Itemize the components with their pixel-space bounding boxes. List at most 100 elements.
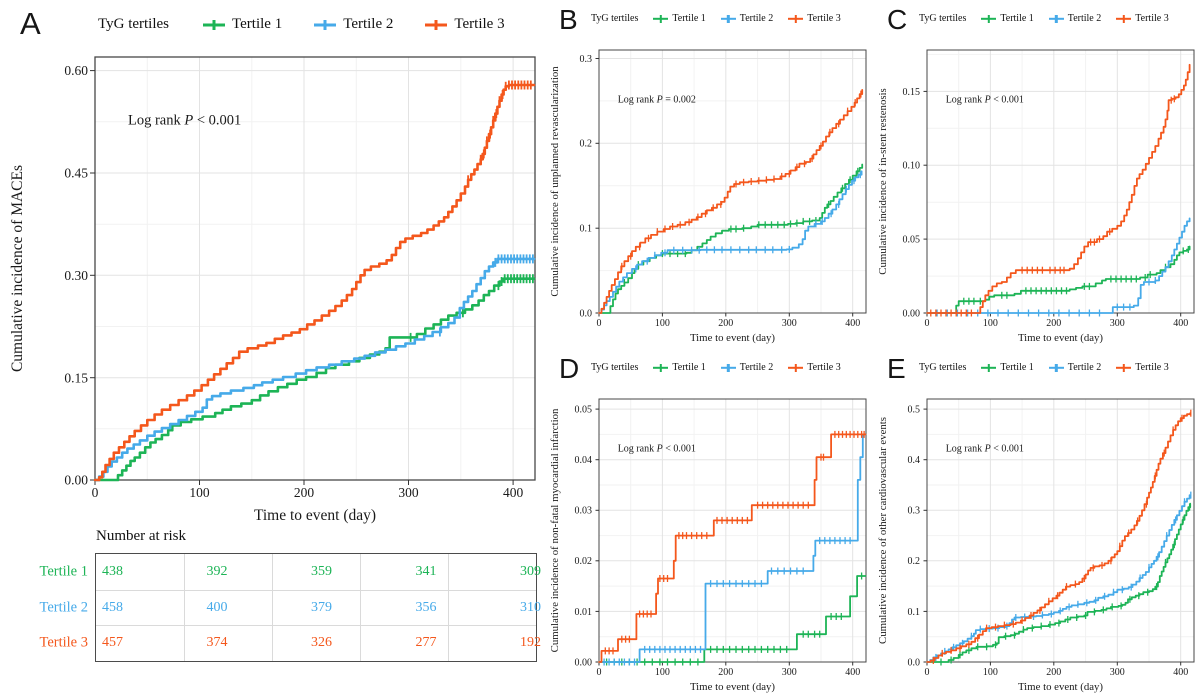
risk-table-value: 457 xyxy=(102,635,123,651)
km-chart-other-cardiovascular-events: 0 100 200 300 400 0.0 0.1 0.2 0.3 0.4 0.5 Time to e… xyxy=(877,398,1195,693)
svg-text:200: 200 xyxy=(718,667,733,678)
svg-text:0: 0 xyxy=(925,667,930,678)
panel-b-letter: B xyxy=(559,4,578,35)
svg-text:0.0: 0.0 xyxy=(908,657,921,668)
panel-e-letter: E xyxy=(887,353,906,384)
svg-text:0: 0 xyxy=(92,485,99,500)
legend-title: TyG tertiles xyxy=(591,13,639,24)
svg-text:Cumulative incidence of other: Cumulative incidence of other cardiovasc… xyxy=(877,417,889,644)
svg-text:Cumulative incidence of unplan: Cumulative incidence of unplanned revasc… xyxy=(549,66,561,297)
legend-a: TyG tertiles Tertile 1 Tertile 2 Tertile… xyxy=(98,16,505,33)
legend-label: Tertile 2 xyxy=(1067,362,1102,373)
svg-text:0.5: 0.5 xyxy=(908,405,921,416)
legend-label: Tertile 1 xyxy=(232,16,283,32)
legend-label: Tertile 3 xyxy=(1135,362,1169,373)
legend-label: Tertile 3 xyxy=(807,362,841,373)
svg-text:0.45: 0.45 xyxy=(64,166,88,181)
svg-text:400: 400 xyxy=(1173,667,1188,678)
svg-text:0: 0 xyxy=(597,318,602,329)
svg-text:0.00: 0.00 xyxy=(64,473,88,488)
risk-table-value: 374 xyxy=(206,635,228,651)
panel-d: D TyG tertiles Tertile 1 Tertile 2 Terti… xyxy=(545,349,872,698)
legend-item-tertile-2: Tertile 2 xyxy=(1048,13,1102,24)
tertile-2-marker-icon xyxy=(1048,14,1064,23)
legend-label: Tertile 3 xyxy=(807,13,841,24)
svg-text:200: 200 xyxy=(718,318,733,329)
svg-text:Time to event (day): Time to event (day) xyxy=(690,681,775,693)
tertile-2-marker-icon xyxy=(314,19,337,30)
tertile-1-marker-icon xyxy=(203,19,226,30)
svg-text:200: 200 xyxy=(294,485,315,500)
risk-table-value: 341 xyxy=(415,563,437,579)
svg-text:Log rank P < 0.001: Log rank P < 0.001 xyxy=(946,95,1024,106)
risk-table-value: 458 xyxy=(102,599,123,615)
svg-text:0.15: 0.15 xyxy=(64,370,88,385)
svg-text:200: 200 xyxy=(1046,318,1061,329)
km-chart-in-stent-restenosis: 0 100 200 300 400 0.00 0.05 0.10 0.15 Time to eve… xyxy=(877,49,1195,344)
risk-table-title: Number at risk xyxy=(96,528,186,544)
svg-text:0.1: 0.1 xyxy=(908,607,921,618)
svg-text:0.01: 0.01 xyxy=(575,607,593,618)
svg-text:0: 0 xyxy=(925,318,930,329)
legend-d: TyG tertiles Tertile 1 Tertile 2 Tertile… xyxy=(591,362,841,373)
risk-table-value: 310 xyxy=(520,599,542,615)
svg-text:0.2: 0.2 xyxy=(908,556,921,567)
risk-table-gridline xyxy=(96,589,536,591)
svg-text:0.3: 0.3 xyxy=(908,506,921,517)
legend-label: Tertile 2 xyxy=(1067,13,1102,24)
svg-text:400: 400 xyxy=(1173,318,1188,329)
svg-text:0.15: 0.15 xyxy=(903,87,921,98)
svg-text:300: 300 xyxy=(1110,318,1125,329)
svg-text:0.04: 0.04 xyxy=(575,455,593,466)
legend-item-tertile-3: Tertile 3 xyxy=(1116,362,1169,373)
risk-table-gridline xyxy=(184,554,185,661)
svg-text:100: 100 xyxy=(983,667,998,678)
legend-item-tertile-3: Tertile 3 xyxy=(425,16,505,33)
svg-text:Time to event (day): Time to event (day) xyxy=(1018,332,1103,344)
svg-text:0.60: 0.60 xyxy=(64,63,88,78)
svg-text:Log rank P < 0.001: Log rank P < 0.001 xyxy=(946,444,1024,455)
legend-e: TyG tertiles Tertile 1 Tertile 2 Tertile… xyxy=(919,362,1169,373)
tertile-1-marker-icon xyxy=(653,363,669,372)
legend-item-tertile-2: Tertile 2 xyxy=(720,13,773,24)
risk-table-value: 309 xyxy=(520,563,542,579)
risk-table-row-label: Tertile 2 xyxy=(39,599,88,615)
svg-text:0: 0 xyxy=(597,667,602,678)
svg-text:Cumulative incidence of in-ste: Cumulative incidence of in-stent resteno… xyxy=(877,88,889,275)
tertile-3-marker-icon xyxy=(788,363,804,372)
legend-label: Tertile 3 xyxy=(1135,13,1169,24)
svg-text:400: 400 xyxy=(503,485,524,500)
tertile-3-marker-icon xyxy=(788,14,804,23)
legend-label: Tertile 2 xyxy=(739,362,774,373)
tertile-1-marker-icon xyxy=(653,14,669,23)
panel-c: C TyG tertiles Tertile 1 Tertile 2 Terti… xyxy=(873,0,1200,349)
legend-item-tertile-3: Tertile 3 xyxy=(1116,13,1169,24)
legend-item-tertile-1: Tertile 1 xyxy=(653,13,706,24)
legend-item-tertile-3: Tertile 3 xyxy=(788,362,841,373)
legend-item-tertile-3: Tertile 3 xyxy=(788,13,841,24)
legend-title: TyG tertiles xyxy=(919,13,967,24)
tertile-1-marker-icon xyxy=(981,363,997,372)
legend-label: Tertile 2 xyxy=(343,16,394,32)
panel-a: A TyG tertiles Tertile 1 Tertile 2 Terti… xyxy=(0,0,545,698)
svg-text:0.00: 0.00 xyxy=(903,308,921,319)
svg-text:Time to event (day): Time to event (day) xyxy=(690,332,775,344)
km-chart-nonfatal-mi: 0 100 200 300 400 0.00 0.01 0.02 0.03 0.04 0.05 Tim… xyxy=(549,398,867,693)
risk-table-gridline xyxy=(96,625,536,627)
svg-text:Log rank P < 0.001: Log rank P < 0.001 xyxy=(618,444,696,455)
svg-text:300: 300 xyxy=(398,485,419,500)
svg-text:300: 300 xyxy=(782,318,797,329)
svg-text:0.4: 0.4 xyxy=(908,455,921,466)
svg-text:100: 100 xyxy=(655,318,670,329)
tertile-2-marker-icon xyxy=(1048,363,1064,372)
svg-text:0.1: 0.1 xyxy=(580,224,593,235)
legend-b: TyG tertiles Tertile 1 Tertile 2 Tertile… xyxy=(591,13,841,24)
legend-label: Tertile 3 xyxy=(454,16,505,32)
panel-b: B TyG tertiles Tertile 1 Tertile 2 Terti… xyxy=(545,0,872,349)
risk-table-row-label: Tertile 3 xyxy=(39,634,88,651)
tertile-3-marker-icon xyxy=(1116,14,1132,23)
km-chart-maces: 0 100 200 300 400 0.00 0.15 0.30 0.45 0.60 Time to… xyxy=(9,56,536,524)
svg-text:100: 100 xyxy=(655,667,670,678)
risk-table-value: 192 xyxy=(520,635,542,651)
svg-text:Log rank P = 0.002: Log rank P = 0.002 xyxy=(618,95,696,106)
